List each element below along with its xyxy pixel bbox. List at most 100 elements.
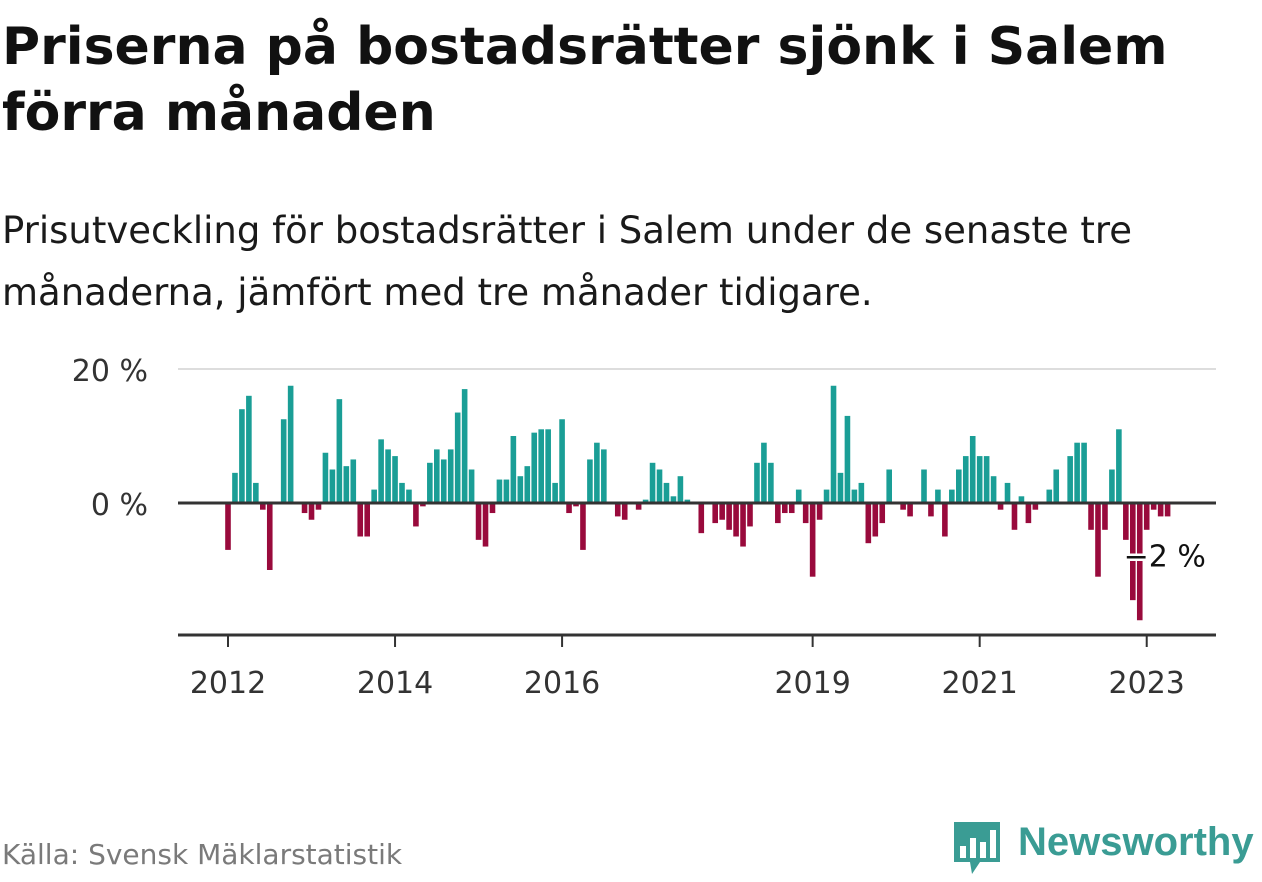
bar — [719, 503, 725, 520]
bar — [566, 503, 572, 514]
bar — [677, 476, 684, 503]
bar — [489, 503, 496, 514]
bar — [280, 419, 287, 503]
bar — [1018, 496, 1025, 503]
bar — [872, 503, 879, 537]
bar — [287, 385, 294, 503]
bar — [260, 503, 266, 510]
bar — [740, 503, 746, 547]
bar — [301, 503, 308, 514]
bar — [935, 489, 941, 503]
bar — [1067, 456, 1073, 503]
bar — [399, 482, 405, 503]
bar-series — [225, 385, 1171, 621]
bar — [538, 429, 544, 503]
bar — [956, 469, 962, 503]
bar — [1164, 503, 1171, 517]
bar — [580, 503, 586, 550]
bar — [440, 459, 447, 503]
bar — [1081, 442, 1087, 503]
bar — [1011, 503, 1018, 530]
bar — [1025, 503, 1032, 524]
bar — [1046, 489, 1053, 503]
bar — [990, 476, 997, 503]
bar-chart: 0 % 20 % 2012 2014 2016 2019 2021 2023 −2 % — [72, 354, 1216, 700]
bar — [385, 449, 391, 503]
bar — [1157, 503, 1164, 517]
newsworthy-logo: Newsworthy — [950, 818, 1254, 878]
bar — [1143, 503, 1150, 530]
bar — [545, 429, 551, 503]
bar — [454, 412, 461, 503]
bar — [371, 489, 377, 503]
bar — [802, 503, 809, 524]
bar — [524, 466, 531, 503]
bar — [587, 459, 593, 503]
x-tick-label: 2019 — [774, 666, 850, 700]
bar — [1032, 503, 1039, 510]
bar — [559, 419, 565, 503]
bar — [928, 503, 934, 517]
bar — [635, 503, 642, 510]
bar — [1074, 442, 1080, 503]
bar — [1150, 503, 1157, 510]
bar — [315, 503, 322, 510]
bar — [1123, 503, 1129, 540]
bar — [983, 456, 990, 503]
bar — [517, 476, 524, 503]
bar — [670, 496, 677, 503]
x-tick-label: 2012 — [190, 666, 266, 700]
bar — [656, 469, 663, 503]
bar — [726, 503, 732, 530]
bar — [949, 489, 955, 503]
bar — [621, 503, 628, 520]
bar — [775, 503, 781, 524]
bar — [468, 469, 475, 503]
bar — [747, 503, 753, 527]
bar-chart-speech-bubble-icon — [954, 822, 1000, 874]
x-tick-label: 2021 — [942, 666, 1018, 700]
bar — [496, 479, 503, 503]
bar — [1109, 469, 1115, 503]
source-note: Källa: Svensk Mäklarstatistik — [2, 838, 403, 871]
bar — [336, 399, 343, 503]
bar — [886, 469, 892, 503]
bar — [962, 456, 969, 503]
bar — [329, 469, 336, 503]
bar — [997, 503, 1004, 510]
bar — [253, 482, 259, 503]
bar — [322, 452, 329, 503]
bar — [427, 462, 433, 503]
axis-labels: 0 % 20 % 2012 2014 2016 2019 2021 2023 −2 % — [72, 354, 1209, 700]
bar — [601, 449, 607, 503]
bar — [614, 503, 621, 517]
bar — [879, 503, 886, 524]
bar — [1004, 482, 1011, 503]
chart-title: Priserna på bostadsrätter sjönk i Salem … — [2, 17, 1168, 143]
bar — [788, 503, 795, 514]
bar — [698, 503, 705, 534]
bar — [503, 479, 510, 503]
x-tick-label: 2016 — [524, 666, 600, 700]
bar — [482, 503, 489, 547]
bar — [510, 436, 517, 503]
bar — [1053, 469, 1060, 503]
bar — [754, 462, 760, 503]
bar — [761, 442, 767, 503]
bar — [837, 472, 844, 503]
bar — [900, 503, 906, 510]
x-tick-label: 2014 — [357, 666, 433, 700]
bar — [573, 503, 579, 507]
bar — [649, 462, 656, 503]
bar — [865, 503, 872, 544]
bar — [225, 503, 231, 550]
bar — [844, 415, 851, 503]
bar — [684, 499, 691, 503]
bar — [1095, 503, 1101, 577]
bar — [434, 449, 440, 503]
bar — [969, 436, 976, 503]
bar — [392, 456, 398, 503]
bar — [795, 489, 802, 503]
bar — [942, 503, 948, 537]
bar — [246, 395, 252, 503]
